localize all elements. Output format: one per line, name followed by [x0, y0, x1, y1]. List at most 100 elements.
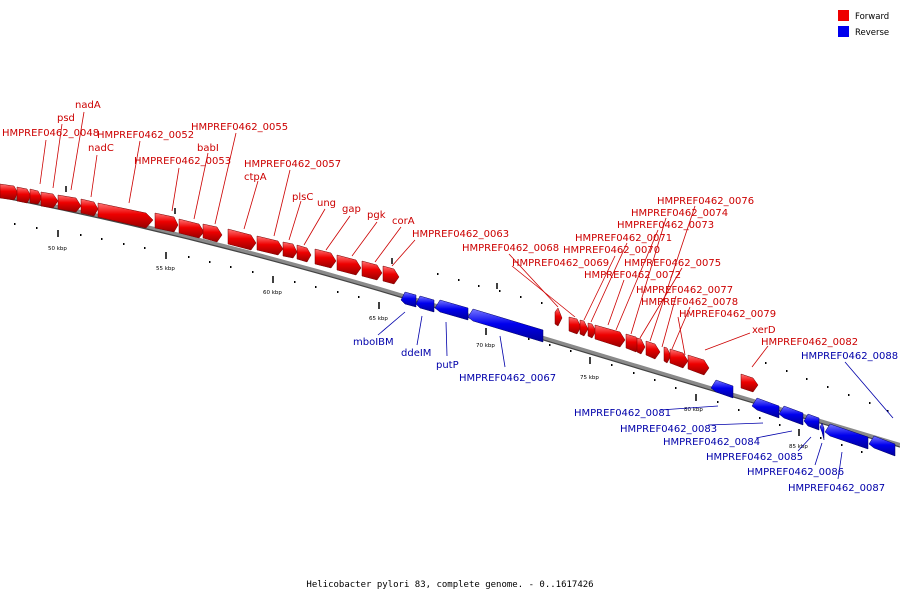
- forward-gene-track: [0, 183, 759, 393]
- gene-arrow-forward[interactable]: [663, 346, 672, 364]
- gene-arrow-forward[interactable]: [740, 373, 759, 393]
- gene-arrow-reverse[interactable]: [415, 295, 435, 313]
- gene-arrow-forward[interactable]: [40, 191, 59, 209]
- gene-label-forward[interactable]: HMPREF0462_0073: [617, 220, 714, 231]
- gene-arrow-forward[interactable]: [636, 337, 646, 355]
- gene-arrow-forward[interactable]: [314, 248, 337, 269]
- gene-arrow-forward[interactable]: [227, 228, 257, 251]
- gene-label-forward[interactable]: nadA: [75, 100, 101, 111]
- gene-arrow-forward[interactable]: [336, 254, 362, 276]
- gene-label-forward[interactable]: ctpA: [244, 172, 267, 183]
- gene-label-forward[interactable]: HMPREF0462_0057: [244, 159, 341, 170]
- scale-label: 80 kbp: [684, 407, 703, 413]
- reverse-leader-lines: [377, 311, 894, 480]
- gene-arrow-reverse[interactable]: [710, 379, 734, 399]
- gene-arrow-forward[interactable]: [669, 348, 689, 369]
- gene-label-forward[interactable]: HMPREF0462_0078: [641, 297, 738, 308]
- gene-arrow-forward[interactable]: [594, 324, 626, 348]
- gene-label-reverse[interactable]: HMPREF0462_0084: [663, 437, 760, 448]
- gene-label-forward[interactable]: HMPREF0462_0052: [97, 130, 194, 141]
- scale-label: 55 kbp: [156, 266, 175, 272]
- gene-label-forward[interactable]: babI: [197, 143, 219, 154]
- scale-label: 65 kbp: [369, 316, 388, 322]
- legend: Forward Reverse: [838, 10, 889, 38]
- gene-label-forward[interactable]: HMPREF0462_0069: [512, 258, 609, 269]
- gene-label-forward[interactable]: HMPREF0462_0076: [657, 196, 754, 207]
- gene-label-forward[interactable]: HMPREF0462_0055: [191, 122, 288, 133]
- legend-reverse-label: Reverse: [855, 28, 889, 38]
- gene-arrow-forward[interactable]: [687, 354, 710, 376]
- gene-label-reverse[interactable]: mboIBM: [353, 337, 394, 348]
- reverse-gene-labels: mboIBM ddeIM putP HMPREF0462_0067 HMPREF…: [353, 337, 898, 494]
- gene-label-reverse[interactable]: HMPREF0462_0067: [459, 373, 556, 384]
- gene-arrow-forward[interactable]: [645, 340, 661, 360]
- gene-arrow-forward[interactable]: [80, 198, 99, 217]
- gene-label-forward[interactable]: psd: [57, 113, 75, 124]
- gene-arrow-reverse[interactable]: [803, 413, 820, 431]
- gene-label-forward[interactable]: HMPREF0462_0053: [134, 156, 231, 167]
- gene-label-reverse[interactable]: HMPREF0462_0083: [620, 424, 717, 435]
- gene-label-forward[interactable]: corA: [392, 216, 415, 227]
- gene-label-forward[interactable]: HMPREF0462_0072: [584, 270, 681, 281]
- gene-label-forward[interactable]: HMPREF0462_0074: [631, 208, 728, 219]
- gene-arrow-reverse[interactable]: [467, 308, 544, 343]
- gene-arrow-forward[interactable]: [296, 244, 312, 263]
- gene-label-forward[interactable]: HMPREF0462_0077: [636, 285, 733, 296]
- gene-arrow-forward[interactable]: [202, 223, 223, 243]
- gene-arrow-forward[interactable]: [0, 183, 19, 201]
- gene-arrow-forward[interactable]: [554, 307, 563, 327]
- scale-label: 70 kbp: [476, 343, 495, 349]
- gene-arrow-reverse[interactable]: [434, 299, 469, 321]
- gene-arrow-forward[interactable]: [568, 316, 582, 335]
- gene-arrow-forward[interactable]: [57, 194, 82, 213]
- scale-ticks: 50 kbp 55 kbp 60 kbp 65 kbp 70 kbp 75 kb…: [14, 186, 889, 453]
- gene-label-forward[interactable]: plsC: [292, 192, 313, 203]
- gene-label-forward[interactable]: HMPREF0462_0063: [412, 229, 509, 240]
- gene-label-reverse[interactable]: HMPREF0462_0085: [706, 452, 803, 463]
- gene-label-forward[interactable]: HMPREF0462_0068: [462, 243, 559, 254]
- gene-label-forward[interactable]: HMPREF0462_0070: [563, 245, 660, 256]
- scale-label: 60 kbp: [263, 290, 282, 296]
- gene-arrow-forward[interactable]: [154, 212, 179, 233]
- gene-label-reverse[interactable]: putP: [436, 360, 459, 371]
- gene-arrow-forward[interactable]: [361, 260, 383, 281]
- gene-label-reverse[interactable]: ddeIM: [401, 348, 431, 359]
- gene-arrow-forward[interactable]: [579, 319, 589, 337]
- gene-label-forward[interactable]: xerD: [752, 325, 776, 336]
- gene-label-forward[interactable]: ung: [317, 198, 336, 209]
- gene-label-forward[interactable]: HMPREF0462_0082: [761, 337, 858, 348]
- genome-caption: Helicobacter pylori 83, complete genome.…: [306, 580, 593, 590]
- gene-arrow-reverse[interactable]: [400, 291, 417, 308]
- gene-arrow-forward[interactable]: [97, 202, 154, 229]
- gene-label-reverse[interactable]: HMPREF0462_0088: [801, 351, 898, 362]
- gene-arrow-reverse[interactable]: [819, 422, 825, 441]
- gene-label-forward[interactable]: pgk: [367, 210, 386, 221]
- gene-label-forward[interactable]: gap: [342, 204, 361, 215]
- gene-label-reverse[interactable]: HMPREF0462_0087: [788, 483, 885, 494]
- gene-arrow-reverse[interactable]: [868, 435, 896, 457]
- gene-arrow-forward[interactable]: [29, 188, 43, 205]
- gene-arrow-reverse[interactable]: [824, 423, 869, 450]
- gene-label-reverse[interactable]: HMPREF0462_0081: [574, 408, 671, 419]
- gene-arrow-forward[interactable]: [256, 235, 284, 256]
- gene-label-forward[interactable]: nadC: [88, 143, 114, 154]
- gene-arrow-reverse[interactable]: [778, 405, 804, 426]
- gene-arrow-forward[interactable]: [178, 218, 205, 239]
- gene-label-reverse[interactable]: HMPREF0462_0086: [747, 467, 844, 478]
- gene-label-forward[interactable]: HMPREF0462_0048: [2, 128, 99, 139]
- forward-gene-labels: HMPREF0462_0048 psd nadA nadC HMPREF0462…: [2, 100, 858, 348]
- scale-label: 75 kbp: [580, 375, 599, 381]
- gene-label-forward[interactable]: HMPREF0462_0075: [624, 258, 721, 269]
- gene-arrow-forward[interactable]: [16, 186, 32, 204]
- gene-label-forward[interactable]: HMPREF0462_0071: [575, 233, 672, 244]
- gene-arrow-forward[interactable]: [382, 265, 400, 285]
- gene-arrow-reverse[interactable]: [751, 397, 780, 419]
- legend-forward-swatch: [838, 10, 849, 21]
- gene-arrow-forward[interactable]: [587, 322, 597, 339]
- gene-label-forward[interactable]: HMPREF0462_0079: [679, 309, 776, 320]
- scale-label: 85 kbp: [789, 444, 808, 450]
- legend-reverse-swatch: [838, 26, 849, 37]
- scale-label: 50 kbp: [48, 246, 67, 252]
- gene-arrow-forward[interactable]: [282, 241, 298, 259]
